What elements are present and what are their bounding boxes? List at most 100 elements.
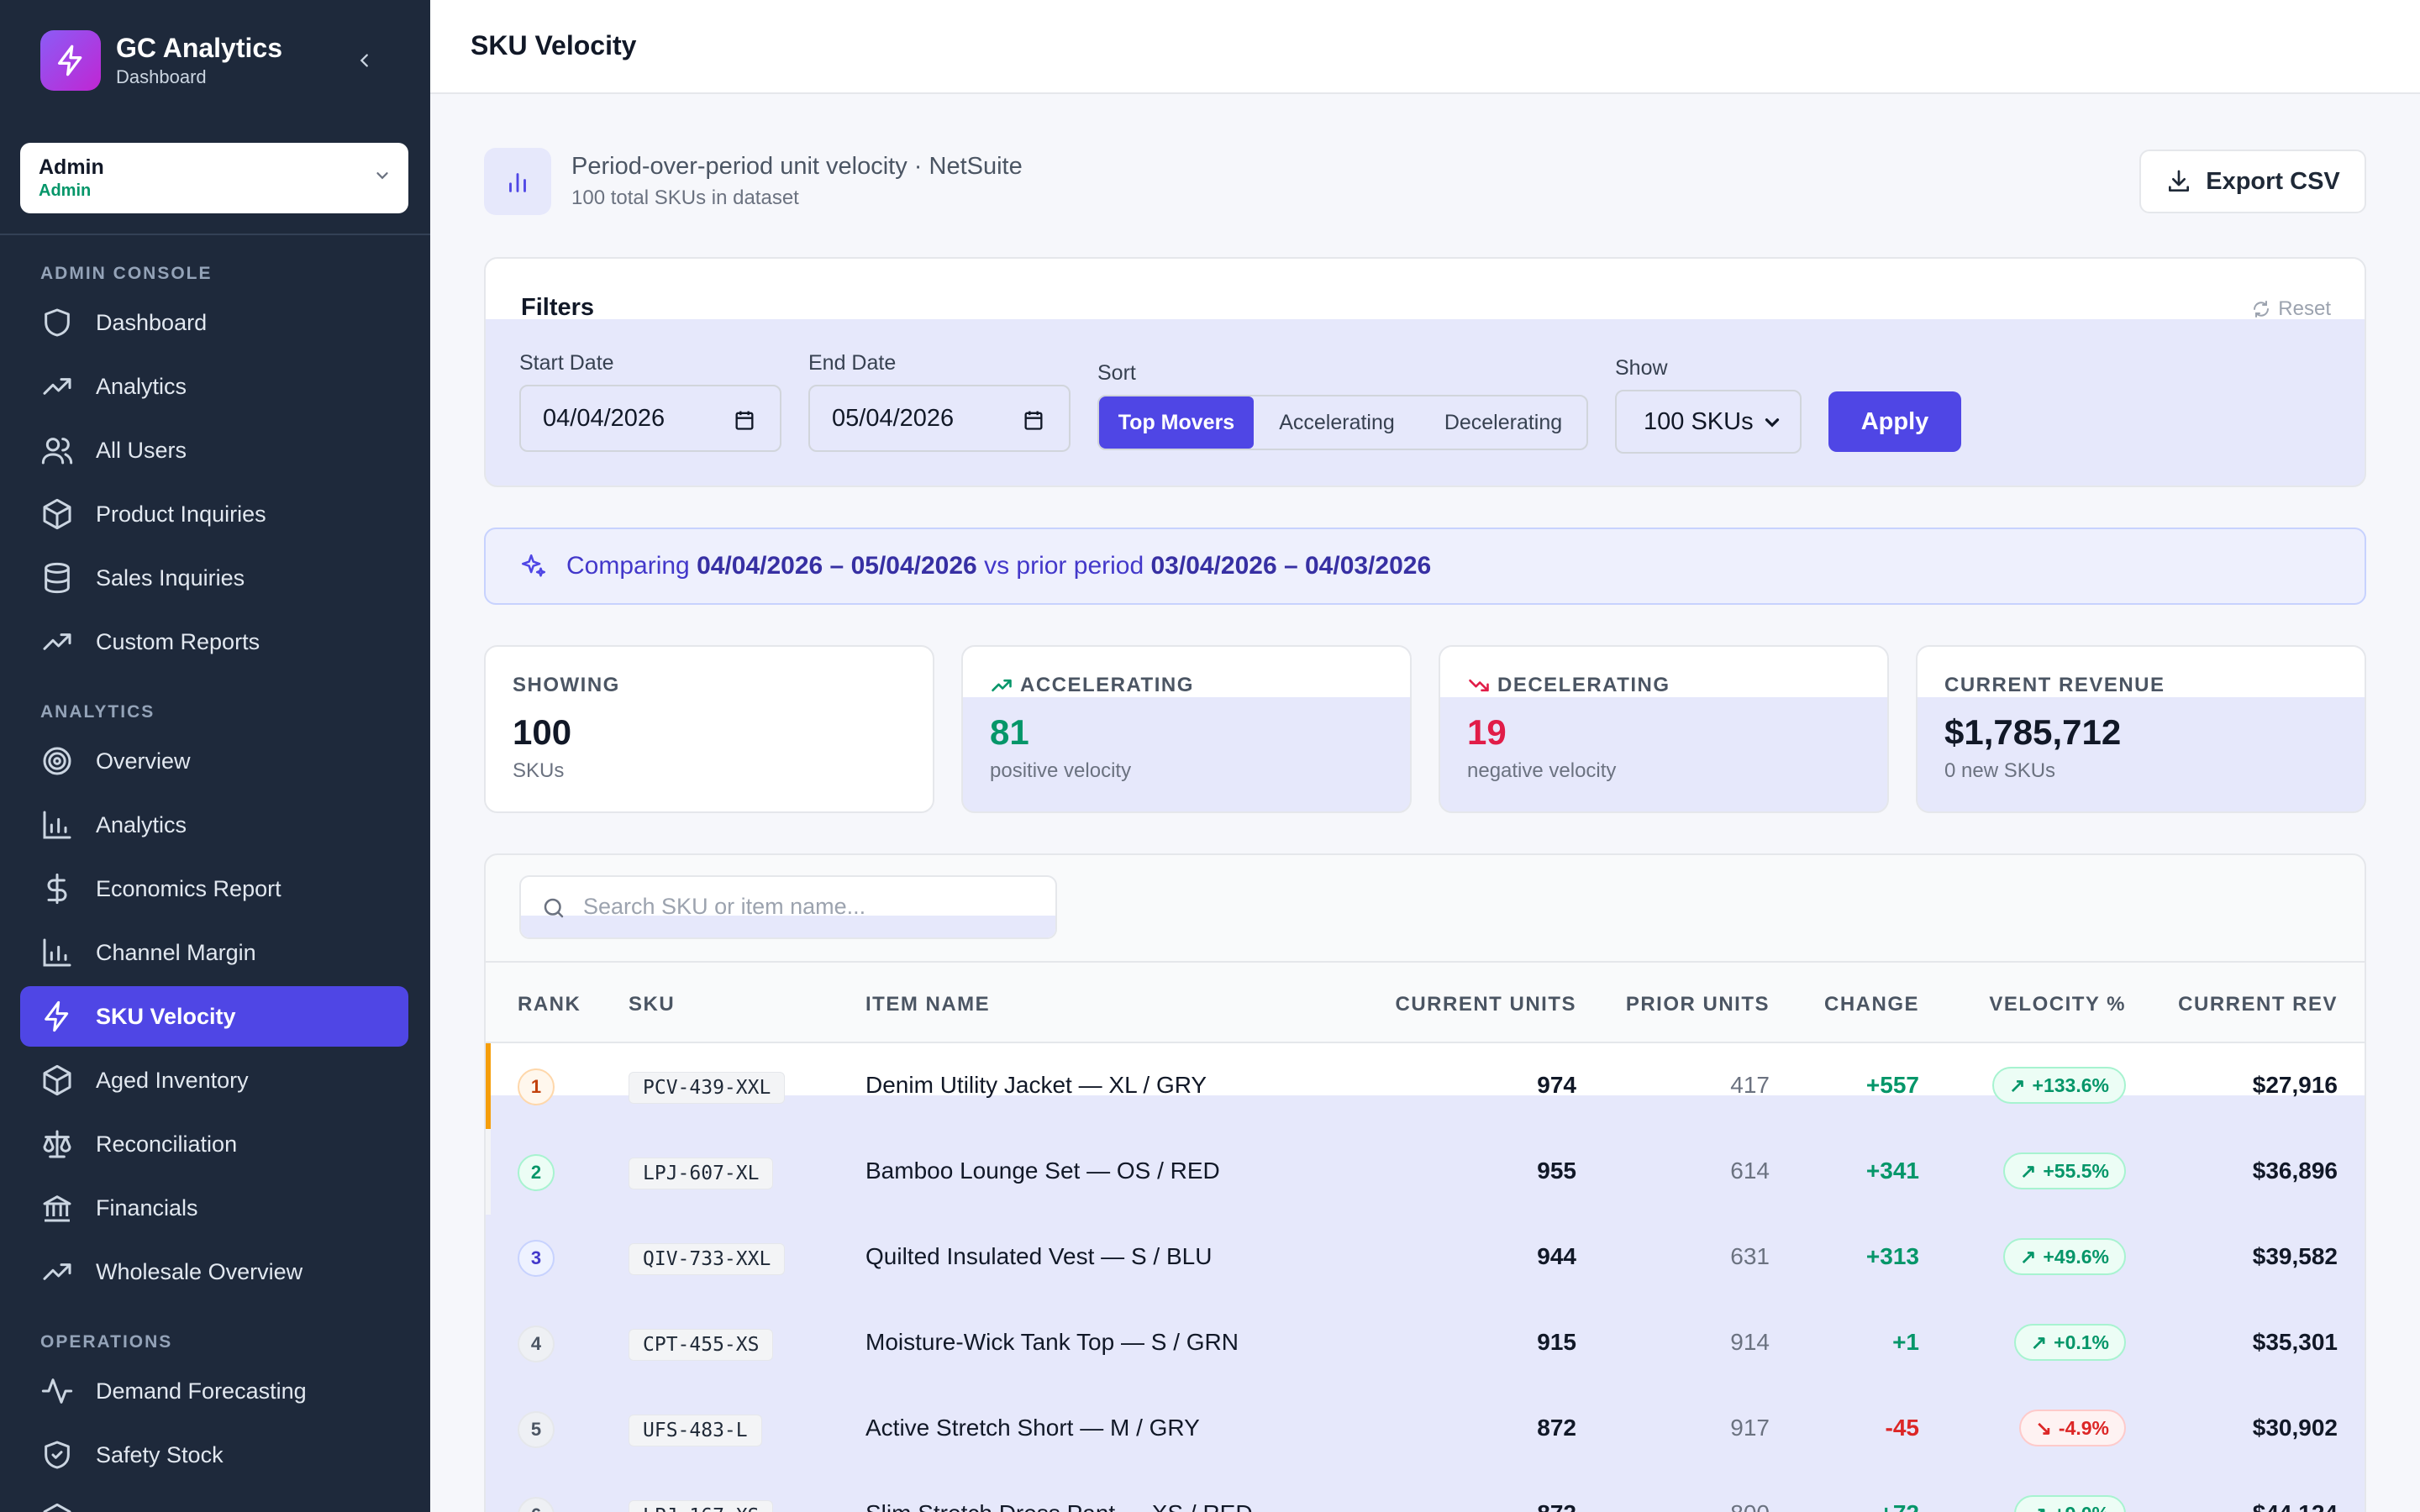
velocity-value: +9.0% [2054, 1503, 2109, 1512]
table-row[interactable]: 4 CPT-455-XS Moisture-Wick Tank Top — S … [486, 1300, 2365, 1386]
zap-icon [45, 1000, 69, 1032]
sidebar-item-label: Economics Report [96, 875, 281, 901]
stat-value: 81 [990, 712, 1029, 752]
rank-badge: 1 [518, 1068, 555, 1105]
sidebar-item-aged-inventory[interactable]: Aged Inventory [20, 1050, 408, 1110]
sidebar-item-reconciliation[interactable]: Reconciliation [20, 1114, 408, 1174]
sku-code: PCV-439-XXL [629, 1072, 786, 1104]
prior-units: 914 [1730, 1329, 1770, 1355]
sidebar-item-label: Safety Stock [96, 1441, 224, 1467]
collapse-sidebar-button[interactable] [348, 44, 381, 77]
sidebar-item-sales-inquiries[interactable]: Sales Inquiries [20, 548, 408, 608]
stat-card-accelerating: ACCELERATING 81 positive velocity [961, 645, 1412, 813]
box-icon [43, 1064, 71, 1096]
reset-label: Reset [2278, 297, 2331, 320]
table-body: 1 PCV-439-XXL Denim Utility Jacket — XL … [486, 1043, 2365, 1512]
sidebar-item-economics-report[interactable]: Economics Report [20, 858, 408, 919]
search-input[interactable]: Search SKU or item name... [519, 875, 1057, 939]
stat-label: DECELERATING [1497, 674, 1670, 696]
sidebar-item-sku-velocity[interactable]: SKU Velocity [20, 986, 408, 1047]
sidebar-item-all-users[interactable]: All Users [20, 420, 408, 480]
item-name: Slim Stretch Dress Pant — XS / RED [865, 1500, 1253, 1512]
velocity-badge: ↘ -4.9% [2018, 1410, 2126, 1446]
table-row[interactable]: 5 UFS-483-L Active Stretch Short — M / G… [486, 1386, 2365, 1472]
change-value: +313 [1865, 1243, 1919, 1269]
col-rank[interactable]: RANK [518, 993, 581, 1016]
sidebar-item-analytics[interactable]: Analytics [20, 356, 408, 417]
sidebar-item-financials[interactable]: Financials [20, 1178, 408, 1238]
velocity-value: +0.1% [2054, 1331, 2109, 1353]
rank-badge: 6 [518, 1497, 555, 1512]
search-placeholder: Search SKU or item name... [583, 894, 866, 919]
sidebar-item-safety-stock[interactable]: Safety Stock [20, 1425, 408, 1485]
bar-chart-icon [43, 811, 71, 839]
sidebar-item-channel-margin[interactable]: Channel Margin [20, 922, 408, 983]
bank-icon [43, 1195, 71, 1222]
chevron-left-icon [360, 54, 368, 67]
trending-up-icon [43, 633, 71, 650]
reset-button[interactable]: Reset [2251, 297, 2331, 321]
sidebar-item-label: Demand Forecasting [96, 1378, 307, 1404]
sidebar-item-wholesale-overview[interactable]: Wholesale Overview [20, 1242, 408, 1302]
sidebar-item-custom-reports[interactable]: Custom Reports [20, 612, 408, 672]
sidebar-item-label: Overview [96, 748, 191, 774]
sidebar-item-demand-forecasting[interactable]: Demand Forecasting [20, 1361, 408, 1421]
col-velocity[interactable]: VELOCITY % [1989, 993, 2126, 1016]
table-row[interactable]: 3 QIV-733-XXL Quilted Insulated Vest — S… [486, 1215, 2365, 1300]
velocity-badge: ↗ +0.1% [2013, 1324, 2126, 1361]
sort-label: Sort [1097, 361, 1136, 385]
sidebar-item-label: All Users [96, 437, 187, 463]
table-row[interactable]: 2 LPJ-607-XL Bamboo Lounge Set — OS / RE… [486, 1129, 2365, 1215]
table-row[interactable]: 1 PCV-439-XXL Denim Utility Jacket — XL … [486, 1043, 2365, 1129]
current-units: 872 [1537, 1500, 1576, 1512]
velocity-badge: ↗ +133.6% [1992, 1067, 2126, 1104]
col-item-name[interactable]: ITEM NAME [865, 993, 991, 1016]
sidebar-item-analytics-2[interactable]: Analytics [20, 795, 408, 855]
search-icon [544, 898, 564, 918]
chevron-down-icon [1765, 418, 1780, 428]
export-csv-button[interactable]: Export CSV [2139, 150, 2366, 213]
start-date-label: Start Date [519, 351, 614, 375]
apply-button[interactable]: Apply [1828, 391, 1961, 452]
brand[interactable]: GC Analytics Dashboard [40, 30, 282, 91]
compare-banner: Comparing 04/04/2026 – 05/04/2026 vs pri… [484, 528, 2366, 605]
start-date-input[interactable]: 04/04/2026 [519, 385, 781, 452]
calendar-icon [735, 411, 754, 430]
role-selector[interactable]: Admin Admin [20, 143, 408, 213]
sidebar-item-more[interactable] [20, 1488, 408, 1512]
activity-icon [41, 1378, 73, 1404]
col-current-units[interactable]: CURRENT UNITS [1395, 993, 1576, 1016]
users-icon [41, 438, 73, 465]
sort-decelerating[interactable]: Decelerating [1444, 410, 1563, 434]
database-icon [45, 562, 70, 594]
velocity-value: -4.9% [2058, 1416, 2109, 1439]
col-prior-units[interactable]: PRIOR UNITS [1625, 993, 1770, 1016]
sort-accelerating[interactable]: Accelerating [1279, 410, 1395, 434]
end-date-input[interactable]: 05/04/2026 [808, 385, 1071, 452]
change-value: +341 [1865, 1158, 1919, 1184]
current-rev: $39,582 [2252, 1243, 2338, 1269]
col-sku[interactable]: SKU [629, 993, 676, 1016]
sidebar-item-label: Channel Margin [96, 939, 256, 965]
current-units: 872 [1537, 1415, 1576, 1441]
velocity-badge: ↗ +9.0% [2013, 1495, 2126, 1512]
sidebar-item-product-inquiries[interactable]: Product Inquiries [20, 484, 408, 544]
arrow-up-right-icon: ↗ [2020, 1159, 2037, 1182]
current-rev: $30,902 [2252, 1415, 2338, 1441]
sidebar-item-overview[interactable]: Overview [20, 731, 408, 791]
prior-units: 614 [1730, 1158, 1770, 1184]
show-select[interactable]: 100 SKUs [1615, 390, 1802, 454]
stat-label: SHOWING [513, 674, 620, 696]
sidebar-item-label: Analytics [96, 373, 187, 399]
sidebar-item-dashboard[interactable]: Dashboard [20, 292, 408, 353]
sidebar-item-label: Sales Inquiries [96, 564, 245, 591]
col-current-rev[interactable]: CURRENT REV [2178, 993, 2338, 1016]
end-date-label: End Date [808, 351, 897, 375]
export-label: Export CSV [2206, 167, 2340, 195]
table-header: RANK SKU ITEM NAME CURRENT UNITS PRIOR U… [486, 961, 2365, 1043]
col-change[interactable]: CHANGE [1823, 993, 1919, 1016]
sort-top-movers[interactable]: Top Movers [1099, 396, 1254, 449]
show-label: Show [1615, 356, 1668, 380]
current-rev: $44,124 [2253, 1500, 2338, 1512]
table-row[interactable]: 6 LPJ-167-XS Slim Stretch Dress Pant — X… [486, 1472, 2365, 1512]
